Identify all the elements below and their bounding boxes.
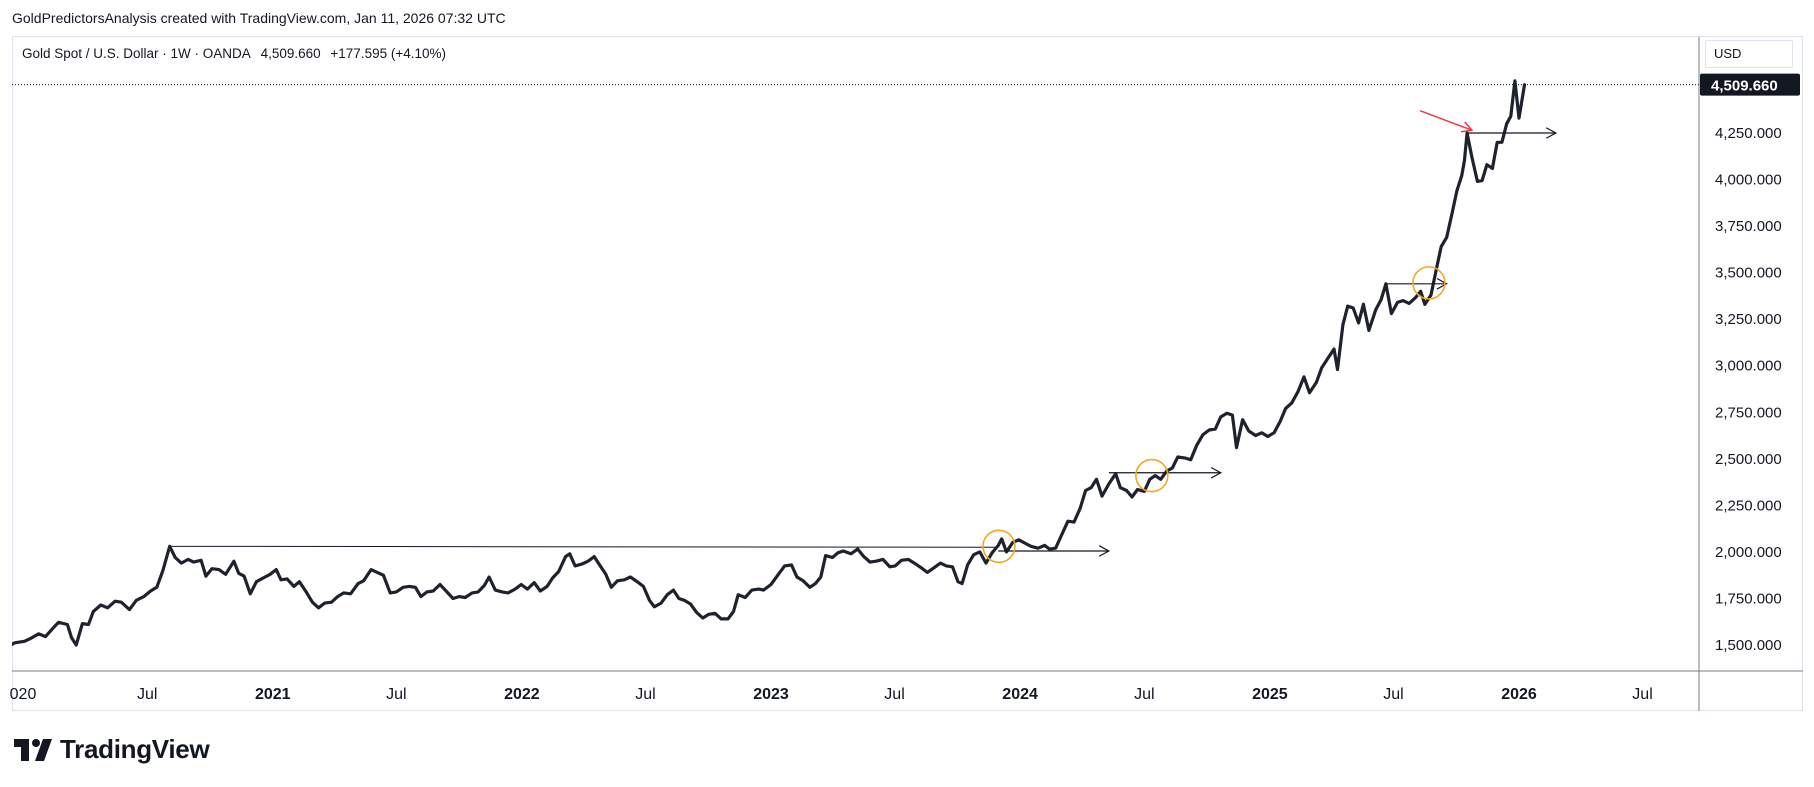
legend-price: 4,509.660 xyxy=(260,46,321,61)
breakout-arrow xyxy=(1467,127,1558,139)
last-price-badge-bg xyxy=(1700,73,1800,96)
breakout-arrow xyxy=(1385,278,1448,290)
time-tick-label: 2026 xyxy=(1501,686,1537,703)
breakout-circle-marker xyxy=(1135,458,1169,493)
breakout-arrow xyxy=(1108,466,1223,479)
legend-symbol[interactable]: Gold Spot / U.S. Dollar · 1W · OANDA xyxy=(22,46,251,61)
brand-name: TradingView xyxy=(60,734,210,764)
time-tick-label: 2021 xyxy=(255,686,291,703)
price-tick-label: 4,000.000 xyxy=(1715,172,1782,189)
arrow-head xyxy=(1545,127,1558,139)
time-tick-label: Jul xyxy=(1632,686,1652,703)
time-tick-label: 2024 xyxy=(1002,686,1038,703)
price-tick-label: 2,250.000 xyxy=(1715,497,1782,514)
red-pointer-arrow xyxy=(1419,109,1474,133)
resistance-trendline xyxy=(169,545,999,548)
price-tick-label: 2,750.000 xyxy=(1715,404,1782,421)
arrow-shaft xyxy=(1419,109,1473,131)
symbol-legend: Gold Spot / U.S. Dollar · 1W · OANDA 4,5… xyxy=(22,46,452,61)
chart-attribution: GoldPredictorsAnalysis created with Trad… xyxy=(12,10,506,26)
time-tick-label: 020 xyxy=(10,686,37,703)
price-series-line[interactable] xyxy=(7,79,1527,647)
arrow-head xyxy=(1210,466,1223,479)
time-tick-label: Jul xyxy=(386,686,406,703)
price-tick-label: 1,500.000 xyxy=(1715,637,1782,654)
breakout-arrow xyxy=(998,545,1111,557)
last-price-badge-text: 4,509.660 xyxy=(1711,78,1778,95)
price-tick-label: 3,750.000 xyxy=(1715,218,1782,235)
price-tick-label: 4,250.000 xyxy=(1715,125,1782,142)
currency-selector[interactable]: USD xyxy=(1705,40,1793,68)
time-tick-label: Jul xyxy=(1134,686,1154,703)
time-tick-label: Jul xyxy=(635,686,655,703)
tradingview-brand[interactable]: TradingView xyxy=(14,734,210,765)
time-tick-label: 2025 xyxy=(1252,686,1288,703)
arrow-head xyxy=(1098,545,1111,557)
price-tick-label: 3,250.000 xyxy=(1715,311,1782,328)
price-tick-label: 3,000.000 xyxy=(1715,358,1782,375)
time-tick-label: 2022 xyxy=(504,686,540,703)
last-price-badge: 4,509.660 xyxy=(1700,73,1800,96)
time-tick-label: Jul xyxy=(1383,686,1403,703)
legend-change: +177.595 (+4.10%) xyxy=(330,46,446,61)
price-tick-label: 3,500.000 xyxy=(1715,265,1782,282)
tradingview-logo-icon xyxy=(14,738,52,761)
breakout-circle-marker xyxy=(1412,266,1446,300)
arrow-head xyxy=(1436,278,1448,290)
price-tick-label: 2,500.000 xyxy=(1715,451,1782,468)
price-tick-label: 2,000.000 xyxy=(1715,544,1782,561)
time-tick-label: Jul xyxy=(137,686,157,703)
arrow-head xyxy=(1460,121,1474,133)
time-tick-label: Jul xyxy=(884,686,904,703)
time-tick-label: 2023 xyxy=(753,686,789,703)
price-tick-label: 1,750.000 xyxy=(1715,590,1782,607)
chart-frame xyxy=(12,36,1803,711)
breakout-circle-marker xyxy=(982,529,1016,564)
